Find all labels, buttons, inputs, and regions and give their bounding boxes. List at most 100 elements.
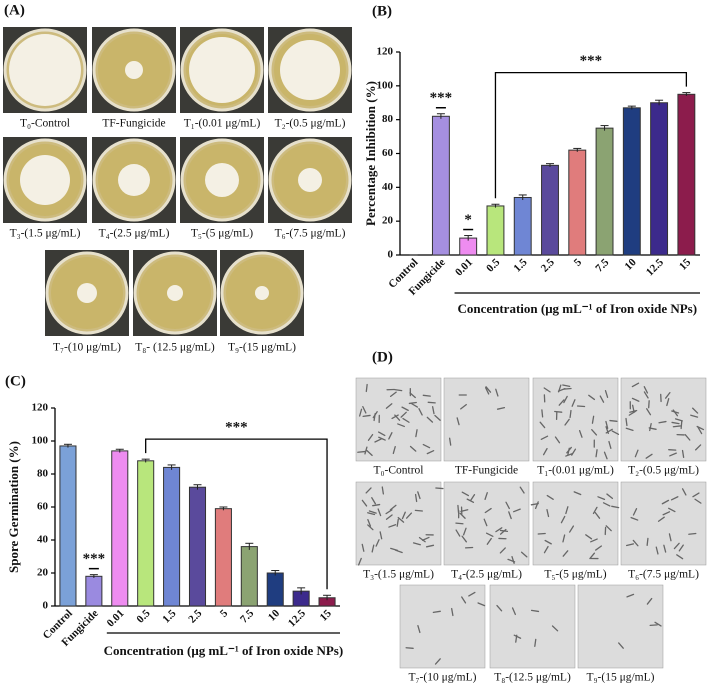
significance-bracket [494, 71, 688, 199]
spore [602, 502, 611, 507]
spore [374, 438, 382, 443]
spore [397, 516, 405, 523]
spore [680, 420, 683, 430]
spore [362, 405, 367, 414]
significance-bracket [145, 438, 328, 590]
caption: T₁-(0.01 μg/mL) [537, 465, 614, 477]
caption: T₃-(1.5 μg/mL) [363, 569, 434, 581]
spore [591, 415, 595, 424]
spore [461, 535, 467, 543]
spore [432, 610, 441, 614]
spore [594, 511, 601, 519]
spore [391, 414, 399, 420]
spore [513, 634, 522, 639]
micrograph [532, 481, 619, 566]
bar [59, 445, 77, 607]
y-tick-label: 40 [382, 181, 394, 193]
bar [486, 205, 505, 256]
bar [513, 196, 532, 256]
x-tick-label: 10 [266, 607, 283, 624]
spore [379, 531, 383, 540]
y-axis-label: Spore Germination (%) [6, 441, 21, 573]
spore [405, 647, 414, 649]
spore [605, 428, 613, 434]
spore [684, 434, 691, 441]
spore [434, 658, 441, 665]
spore [631, 397, 640, 402]
spore [592, 506, 598, 515]
x-tick-label: 7.5 [238, 607, 257, 626]
fungal-colony [167, 285, 183, 301]
spore [394, 414, 401, 421]
x-tick-label: 5 [218, 607, 231, 620]
caption: T₀-Control [20, 118, 70, 130]
spore [663, 544, 667, 553]
spore [688, 532, 697, 535]
spore [511, 555, 515, 564]
spore [385, 509, 393, 515]
bar [163, 466, 181, 607]
spore [394, 388, 403, 392]
spore [431, 406, 435, 415]
spore [557, 384, 562, 393]
caption: T₃-(1.5 μg/mL) [10, 228, 81, 240]
annotation: *** [430, 90, 453, 106]
spore [496, 604, 503, 612]
spore [681, 449, 685, 459]
spore [461, 596, 467, 604]
spore [585, 534, 593, 540]
spore [461, 491, 470, 497]
spore [408, 401, 417, 405]
spore [417, 491, 421, 500]
y-tick-label: 60 [37, 501, 49, 513]
spore [630, 516, 639, 521]
spore [597, 496, 606, 501]
x-tick-label: 15 [318, 607, 335, 624]
spore [377, 508, 382, 517]
spore [578, 429, 583, 438]
fungal-colony [255, 286, 269, 300]
x-tick-label: 5 [572, 256, 585, 269]
spore [530, 609, 540, 613]
panel-label: (A) [4, 2, 25, 18]
spore [388, 524, 397, 528]
caption: TF-Fungicide [455, 465, 518, 477]
caption: T₂-(0.5 μg/mL) [628, 465, 699, 477]
x-axis-label: Concentration (μg mL⁻¹ of Iron oxide NPs… [457, 301, 697, 316]
spore [434, 414, 441, 421]
spore [390, 547, 399, 552]
spore [368, 510, 377, 514]
spore [537, 532, 546, 535]
spore [551, 625, 559, 632]
spore [643, 386, 649, 394]
spore [643, 391, 649, 399]
spore [546, 509, 550, 518]
spore [558, 399, 565, 406]
spore [520, 551, 528, 558]
spore [618, 642, 624, 649]
spore [448, 437, 452, 446]
bar [240, 546, 258, 607]
y-tick-label: 120 [32, 402, 49, 414]
spore [543, 545, 549, 554]
spore [371, 544, 375, 553]
spore [589, 552, 596, 560]
spore [690, 414, 699, 418]
spore [495, 527, 503, 533]
spore [357, 450, 366, 453]
spore [361, 543, 365, 552]
spore [669, 452, 677, 457]
spore [426, 416, 434, 423]
spore [427, 401, 436, 404]
bar [214, 508, 232, 607]
spore [400, 411, 407, 418]
spore [554, 436, 561, 444]
spore [661, 499, 670, 505]
spore [608, 440, 612, 449]
spore [603, 451, 608, 460]
spore [513, 508, 521, 513]
bar [595, 127, 614, 256]
spore [562, 550, 569, 557]
spore [632, 539, 639, 547]
bar [85, 575, 103, 607]
